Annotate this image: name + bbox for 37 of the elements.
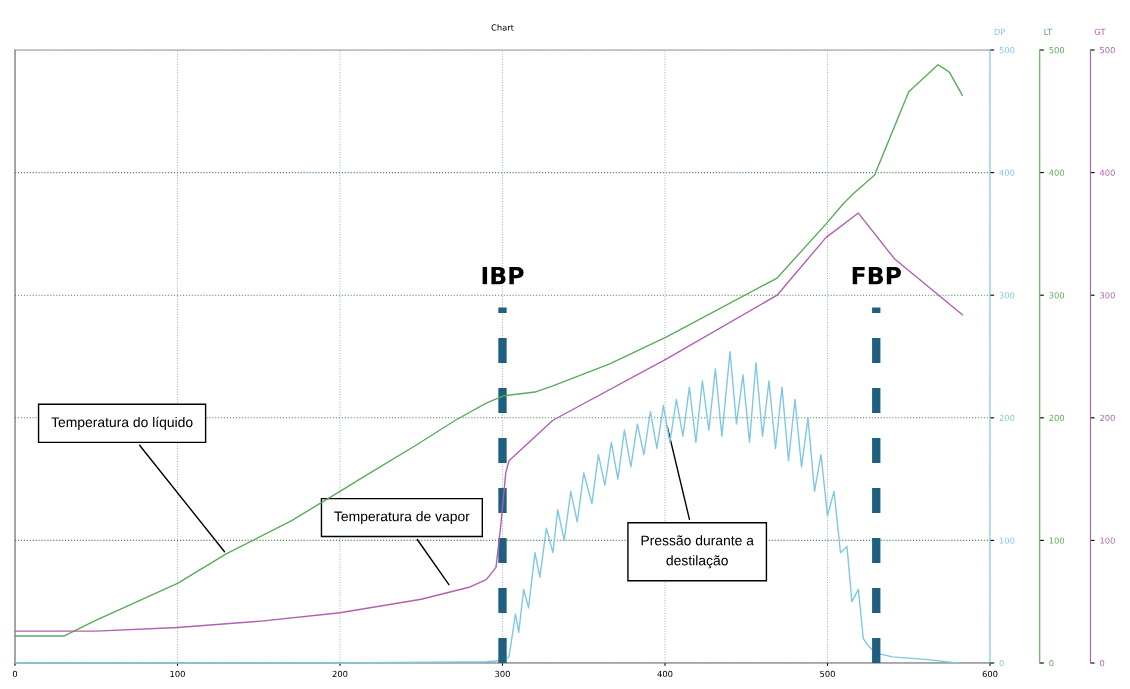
annotation: Temperatura de vapor xyxy=(334,511,470,525)
line-series xyxy=(14,212,964,632)
x-tick-label: 300 xyxy=(495,670,510,678)
y3-axis-title: LT xyxy=(1044,28,1053,35)
y2-tick-label: 500 xyxy=(1100,46,1115,54)
y-tick-label: 200 xyxy=(999,414,1015,422)
annotation: Temperatura do líquido xyxy=(51,416,193,430)
x-tick-label: 200 xyxy=(332,670,348,678)
y2-tick-label: 300 xyxy=(1100,292,1115,299)
chart-title: Chart xyxy=(491,24,514,31)
y3-tick-label: 400 xyxy=(1049,169,1065,176)
y-tick-label: 300 xyxy=(999,292,1015,299)
y3-tick-label: 300 xyxy=(1049,292,1065,299)
y3-tick-label: 500 xyxy=(1049,46,1065,54)
line-series xyxy=(14,350,959,664)
x-tick-label: 600 xyxy=(982,670,998,678)
y-tick-label: 500 xyxy=(999,46,1015,54)
annotation: Pressão durante a destilação xyxy=(641,535,754,569)
y-tick-label: 100 xyxy=(999,537,1015,544)
y3-tick-label: 200 xyxy=(1049,414,1065,422)
x-tick-label: 500 xyxy=(820,670,835,678)
y3-tick-label: 100 xyxy=(1049,537,1065,544)
y-tick-label: 400 xyxy=(999,169,1015,176)
y2-axis-title: GT xyxy=(1094,28,1106,35)
y2-tick-label: 100 xyxy=(1100,537,1115,544)
y2-tick-label: 0 xyxy=(1100,659,1105,667)
ref-line-label: FBP xyxy=(852,266,901,285)
y2-tick-label: 200 xyxy=(1100,414,1115,422)
y-axis-title: DP xyxy=(994,28,1006,35)
line-series xyxy=(14,64,964,637)
x-tick-label: 400 xyxy=(657,670,673,678)
x-tick-label: 100 xyxy=(170,670,185,678)
x-tick-label: 0 xyxy=(12,670,18,678)
y-tick-label: 0 xyxy=(999,659,1004,667)
y3-tick-label: 0 xyxy=(1049,659,1054,667)
ref-line-label: IBP xyxy=(482,266,524,285)
y2-tick-label: 400 xyxy=(1099,169,1115,176)
